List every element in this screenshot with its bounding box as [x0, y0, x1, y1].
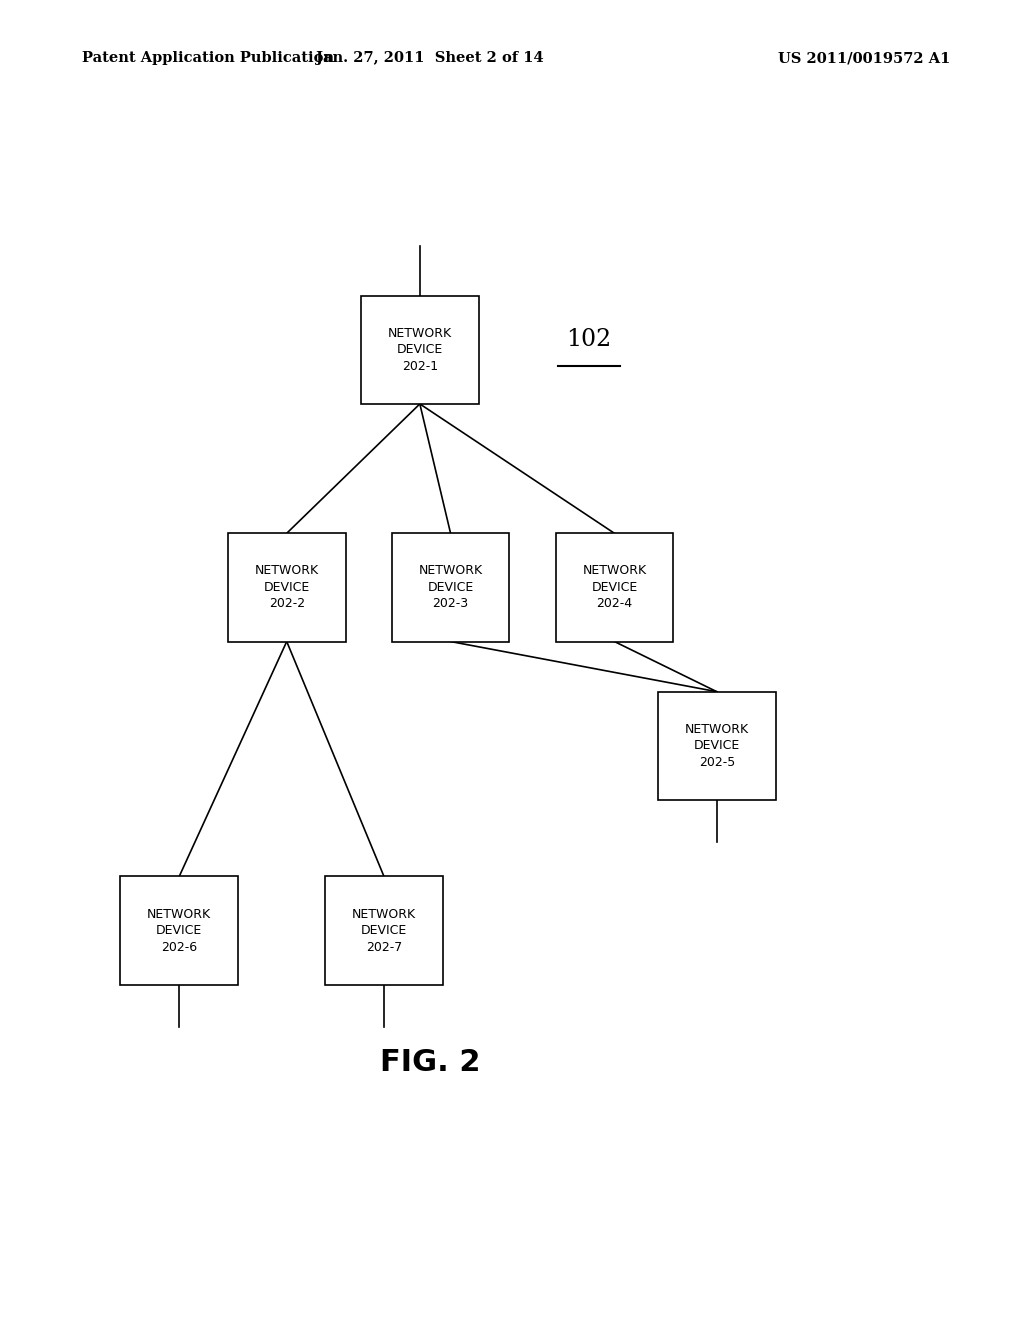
Text: NETWORK
DEVICE
202-7: NETWORK DEVICE 202-7: [352, 908, 416, 953]
Text: NETWORK
DEVICE
202-6: NETWORK DEVICE 202-6: [147, 908, 211, 953]
Text: 102: 102: [566, 327, 611, 351]
FancyBboxPatch shape: [391, 533, 510, 642]
Text: FIG. 2: FIG. 2: [380, 1048, 480, 1077]
Text: US 2011/0019572 A1: US 2011/0019572 A1: [778, 51, 950, 65]
FancyBboxPatch shape: [228, 533, 346, 642]
Text: NETWORK
DEVICE
202-3: NETWORK DEVICE 202-3: [419, 565, 482, 610]
Text: Patent Application Publication: Patent Application Publication: [82, 51, 334, 65]
FancyBboxPatch shape: [657, 692, 776, 800]
Text: Jan. 27, 2011  Sheet 2 of 14: Jan. 27, 2011 Sheet 2 of 14: [316, 51, 544, 65]
Text: NETWORK
DEVICE
202-4: NETWORK DEVICE 202-4: [583, 565, 646, 610]
Text: NETWORK
DEVICE
202-1: NETWORK DEVICE 202-1: [388, 327, 452, 372]
FancyBboxPatch shape: [360, 296, 478, 404]
FancyBboxPatch shape: [121, 876, 238, 985]
FancyBboxPatch shape: [555, 533, 674, 642]
Text: NETWORK
DEVICE
202-5: NETWORK DEVICE 202-5: [685, 723, 749, 768]
FancyBboxPatch shape: [326, 876, 442, 985]
Text: NETWORK
DEVICE
202-2: NETWORK DEVICE 202-2: [255, 565, 318, 610]
